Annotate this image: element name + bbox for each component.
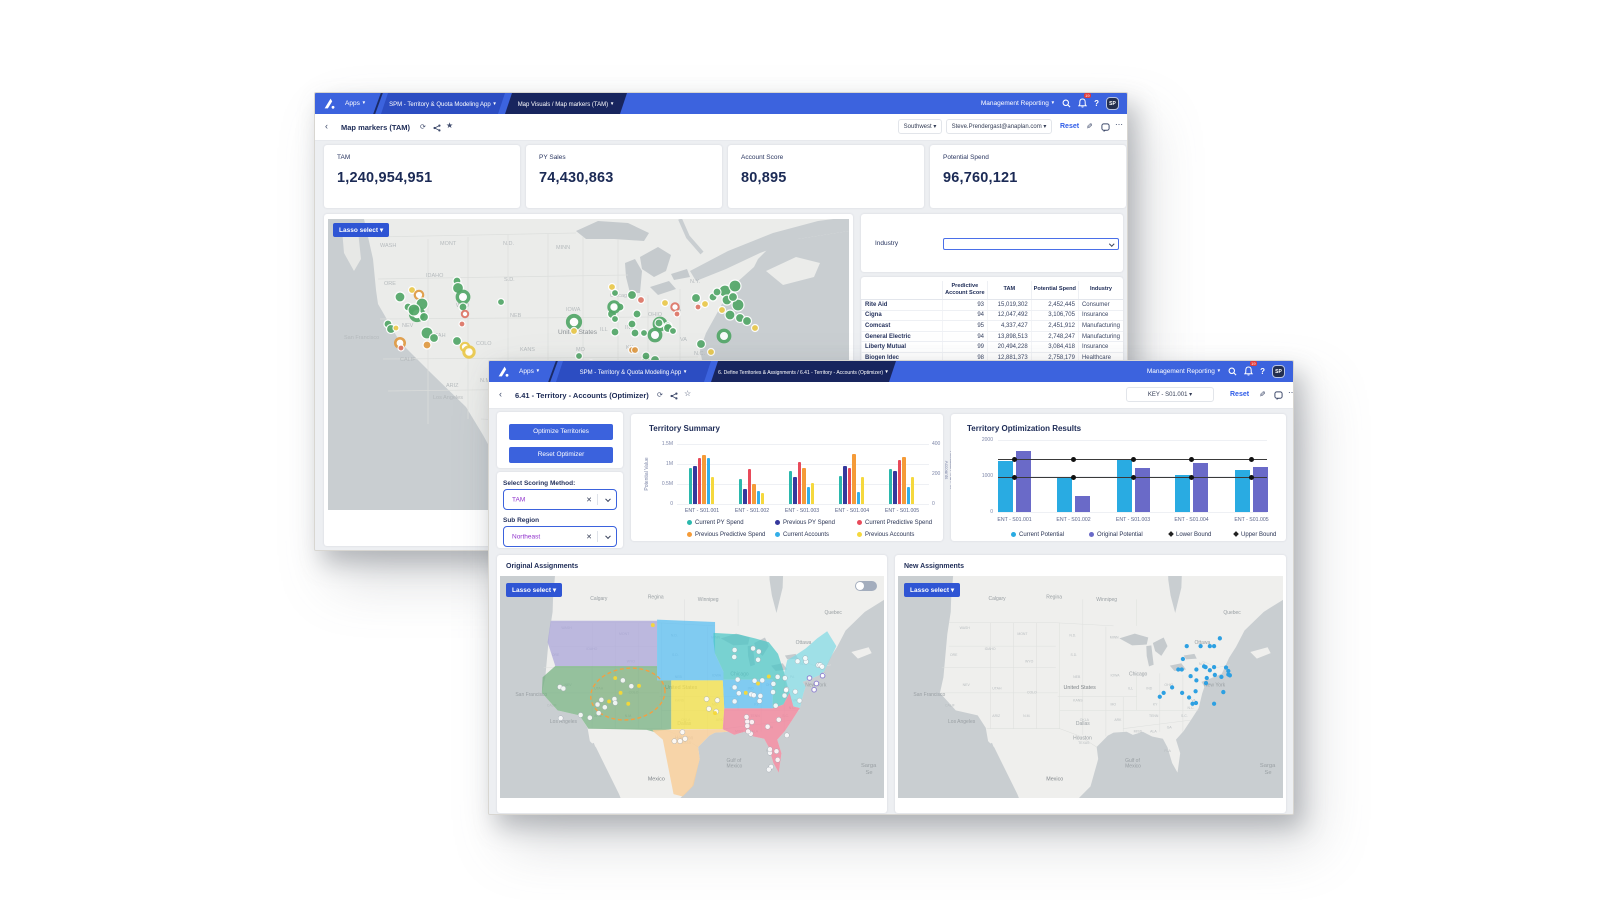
svg-text:VA: VA [680,337,687,343]
svg-text:IDAHO: IDAHO [426,273,444,279]
svg-text:N.M.: N.M. [480,378,492,384]
svg-text:S.D.: S.D. [504,277,515,283]
svg-text:MONT: MONT [440,241,457,247]
svg-text:NEB: NEB [510,313,522,319]
svg-text:San Francisco: San Francisco [344,335,379,341]
svg-text:N.D.: N.D. [503,241,514,247]
svg-text:OHIO: OHIO [648,312,663,318]
svg-text:IOWA: IOWA [566,307,581,313]
svg-text:Chicago: Chicago [610,293,630,299]
svg-text:CALIF: CALIF [400,357,416,363]
svg-text:N.C.: N.C. [694,351,705,357]
svg-text:Los Angeles: Los Angeles [433,395,463,401]
svg-text:ARIZ: ARIZ [446,383,459,389]
svg-text:COLO: COLO [476,341,492,347]
svg-text:MINN: MINN [556,245,570,251]
svg-text:MO: MO [576,347,586,353]
svg-text:ORE: ORE [384,281,396,287]
svg-text:United States: United States [558,329,598,336]
svg-text:KANS: KANS [520,347,535,353]
svg-text:WASH: WASH [380,243,396,249]
svg-text:ILL: ILL [600,327,608,333]
svg-text:NEV: NEV [402,323,414,329]
svg-text:N.Y.: N.Y. [690,279,700,285]
